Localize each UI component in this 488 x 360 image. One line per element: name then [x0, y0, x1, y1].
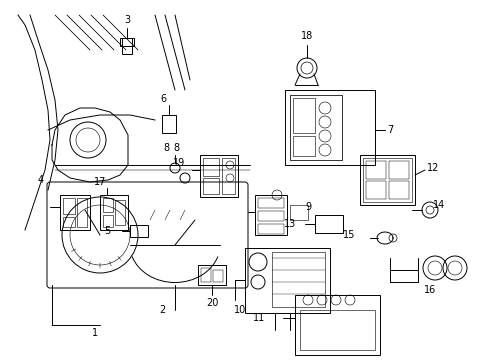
Text: 17: 17: [94, 177, 106, 187]
Bar: [200, 155, 238, 197]
Text: 9: 9: [305, 202, 310, 212]
Bar: [258, 198, 284, 208]
Text: 16: 16: [423, 285, 435, 295]
Bar: [294, 295, 379, 355]
Text: 6: 6: [160, 94, 166, 104]
Text: 10: 10: [233, 305, 245, 315]
Bar: [77, 198, 87, 227]
Text: 18: 18: [300, 31, 312, 41]
Text: 19: 19: [172, 158, 184, 168]
Bar: [388, 181, 408, 199]
Bar: [285, 90, 374, 165]
Bar: [198, 265, 225, 285]
Bar: [299, 310, 374, 350]
Bar: [244, 248, 329, 313]
Bar: [201, 268, 210, 282]
Bar: [63, 217, 75, 227]
Bar: [60, 195, 90, 230]
Bar: [289, 205, 307, 220]
Bar: [362, 158, 411, 202]
Text: 1: 1: [92, 328, 98, 338]
Bar: [292, 136, 314, 156]
Bar: [258, 224, 284, 234]
Bar: [203, 178, 219, 194]
Text: 20: 20: [205, 298, 218, 308]
Text: 11: 11: [252, 313, 264, 323]
Bar: [115, 200, 125, 225]
Text: 4: 4: [38, 175, 44, 185]
Bar: [103, 215, 113, 227]
Bar: [258, 211, 284, 221]
Bar: [222, 158, 235, 194]
Bar: [289, 95, 341, 160]
Bar: [314, 215, 342, 233]
Bar: [271, 252, 325, 307]
Bar: [213, 270, 223, 282]
Text: 5: 5: [103, 226, 110, 236]
Text: 2: 2: [159, 305, 165, 315]
Bar: [120, 38, 134, 46]
Bar: [254, 195, 286, 235]
Text: 13: 13: [283, 219, 295, 229]
Text: 8: 8: [173, 143, 179, 153]
Bar: [162, 115, 176, 133]
Bar: [365, 161, 385, 179]
Text: 15: 15: [342, 230, 354, 240]
Bar: [388, 161, 408, 179]
Bar: [203, 158, 219, 176]
Bar: [63, 198, 75, 214]
Bar: [359, 155, 414, 205]
Bar: [103, 198, 113, 212]
Text: 7: 7: [386, 125, 392, 135]
Bar: [365, 181, 385, 199]
Text: 3: 3: [123, 15, 130, 25]
Bar: [122, 38, 132, 54]
Text: 8: 8: [163, 143, 169, 153]
Bar: [100, 195, 128, 230]
Text: 14: 14: [432, 200, 445, 210]
Text: 12: 12: [426, 163, 439, 173]
Bar: [292, 98, 314, 133]
Bar: [130, 225, 148, 237]
